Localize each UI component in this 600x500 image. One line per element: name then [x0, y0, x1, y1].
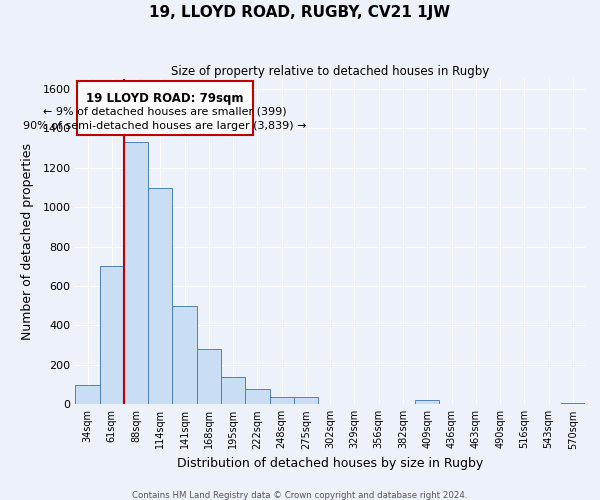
Bar — [77, 81, 253, 136]
Text: 90% of semi-detached houses are larger (3,839) →: 90% of semi-detached houses are larger (… — [23, 120, 307, 130]
Bar — [100, 266, 124, 404]
Bar — [76, 384, 100, 404]
Title: Size of property relative to detached houses in Rugby: Size of property relative to detached ho… — [171, 65, 490, 78]
Text: ← 9% of detached houses are smaller (399): ← 9% of detached houses are smaller (399… — [43, 107, 286, 117]
Bar — [415, 400, 439, 404]
Bar — [245, 388, 269, 404]
Bar — [124, 142, 148, 405]
Text: Contains HM Land Registry data © Crown copyright and database right 2024.: Contains HM Land Registry data © Crown c… — [132, 490, 468, 500]
X-axis label: Distribution of detached houses by size in Rugby: Distribution of detached houses by size … — [177, 457, 484, 470]
Bar — [269, 398, 294, 404]
Bar — [148, 188, 172, 404]
Bar — [172, 306, 197, 404]
Bar — [197, 349, 221, 405]
Bar — [221, 376, 245, 404]
Text: 19, LLOYD ROAD, RUGBY, CV21 1JW: 19, LLOYD ROAD, RUGBY, CV21 1JW — [149, 5, 451, 20]
Text: 19 LLOYD ROAD: 79sqm: 19 LLOYD ROAD: 79sqm — [86, 92, 244, 105]
Bar — [294, 398, 318, 404]
Y-axis label: Number of detached properties: Number of detached properties — [21, 143, 34, 340]
